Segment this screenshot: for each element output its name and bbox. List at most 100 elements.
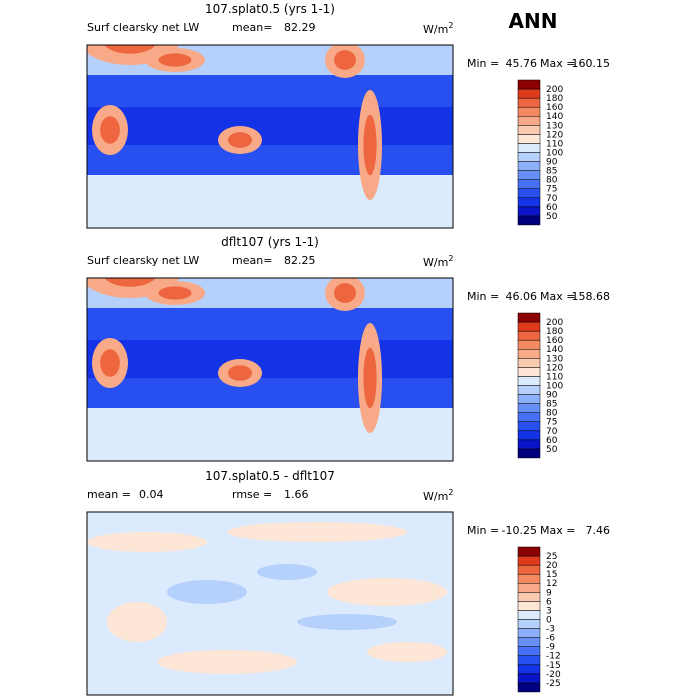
units: W/m2 [423, 254, 453, 269]
colorbar-label: 70 [546, 194, 558, 204]
panel-title: 107.splat0.5 - dflt107 [205, 469, 335, 483]
colorbar-label: 20 [546, 561, 558, 571]
colorbar-label: 60 [546, 203, 558, 213]
colorbar-box [517, 610, 541, 620]
colorbar-box [517, 330, 541, 341]
land-hot [104, 45, 156, 54]
colorbar-box [517, 421, 541, 432]
colorbar-box [517, 628, 541, 638]
panel-title: dflt107 (yrs 1-1) [221, 235, 319, 249]
colorbar-box [517, 573, 541, 584]
colorbar-label: 100 [546, 381, 563, 391]
colorbar-label: 90 [546, 158, 558, 168]
colorbar-box [517, 601, 541, 611]
colorbar-box [517, 439, 541, 450]
stat-label: mean= [232, 254, 272, 267]
units-sup: 2 [448, 21, 453, 30]
map [86, 277, 454, 462]
colorbar-box [517, 115, 541, 126]
colorbar-label: 90 [546, 391, 558, 401]
colorbar-box [517, 403, 541, 413]
colorbar-box [517, 655, 541, 666]
polar-s [87, 175, 453, 228]
colorbar-box [517, 412, 541, 422]
field-label: Surf clearsky net LW [87, 254, 199, 267]
colorbar-label: 50 [546, 212, 558, 222]
colorbar-label: -12 [546, 652, 561, 662]
colorbar-box [517, 161, 541, 171]
land-hot [363, 114, 377, 176]
colorbar-label: 60 [546, 436, 558, 446]
land-hot [158, 286, 192, 300]
colorbar-box [517, 79, 541, 90]
tropics [87, 340, 453, 378]
colorbar-box [517, 197, 541, 208]
colorbar-label: 200 [546, 318, 563, 328]
colorbar-label: -6 [546, 634, 555, 644]
colorbar-label: 50 [546, 445, 558, 455]
colorbar-box [517, 321, 541, 332]
stat-value: 82.25 [284, 254, 316, 267]
patch-cool [257, 564, 317, 580]
colorbar-box [517, 376, 541, 386]
colorbar-label: 120 [546, 130, 563, 140]
units-sup: 2 [448, 488, 453, 497]
colorbar-label: -15 [546, 661, 561, 671]
colorbar-box [517, 88, 541, 99]
max-value: 158.68 [572, 290, 611, 303]
colorbar-box [517, 143, 541, 153]
map-frame [86, 511, 454, 696]
max-value: 160.15 [572, 57, 611, 70]
land-hot [334, 50, 356, 70]
patch-cool [167, 580, 247, 604]
stat-label: rmse = [232, 488, 272, 501]
colorbar-box [517, 682, 541, 693]
colorbar-label: -9 [546, 643, 555, 653]
colorbar-label: 15 [546, 570, 557, 580]
land-hot [227, 132, 253, 148]
units-sup: 2 [448, 254, 453, 263]
max-label: Max = [540, 290, 575, 303]
colorbar-label: 110 [546, 372, 563, 382]
panel-title: 107.splat0.5 (yrs 1-1) [205, 2, 335, 16]
colorbar-label: 12 [546, 579, 557, 589]
colorbar-label: 6 [546, 597, 552, 607]
stat-value: 1.66 [284, 488, 309, 501]
colorbar-box [517, 206, 541, 217]
land-hot [363, 347, 377, 409]
colorbar-box [517, 312, 541, 323]
colorbar-box [517, 152, 541, 162]
patch-warm [157, 650, 297, 674]
colorbar-box [517, 385, 541, 395]
map [86, 511, 454, 696]
colorbar-label: -20 [546, 670, 561, 680]
colorbar-label: 130 [546, 121, 563, 131]
colorbar-box [517, 97, 541, 108]
units: W/m2 [423, 21, 453, 36]
colorbar-label: 3 [546, 606, 552, 616]
land-hot [158, 53, 192, 67]
colorbar-box [517, 106, 541, 117]
map-frame [86, 277, 454, 462]
colorbar-box [517, 582, 541, 593]
map-field [87, 278, 453, 461]
colorbar-label: 85 [546, 167, 557, 177]
patch-cool [297, 614, 397, 630]
colorbar-label: 9 [546, 588, 552, 598]
land-hot [104, 278, 156, 287]
colorbar-box [517, 125, 541, 135]
colorbar-box [517, 215, 541, 226]
colorbar-box [517, 673, 541, 684]
colorbar-box [517, 555, 541, 566]
colorbar-box [517, 394, 541, 404]
colorbar-box [517, 619, 541, 629]
colorbar-label: 100 [546, 148, 563, 158]
max-label: Max = [540, 57, 575, 70]
colorbar-label: 140 [546, 345, 563, 355]
colorbar-label: 160 [546, 103, 563, 113]
colorbar-label: 130 [546, 354, 563, 364]
max-label: Max = [540, 524, 575, 537]
colorbar-label: 180 [546, 327, 563, 337]
min-value: -10.25 [502, 524, 537, 537]
polar-s [87, 408, 453, 461]
